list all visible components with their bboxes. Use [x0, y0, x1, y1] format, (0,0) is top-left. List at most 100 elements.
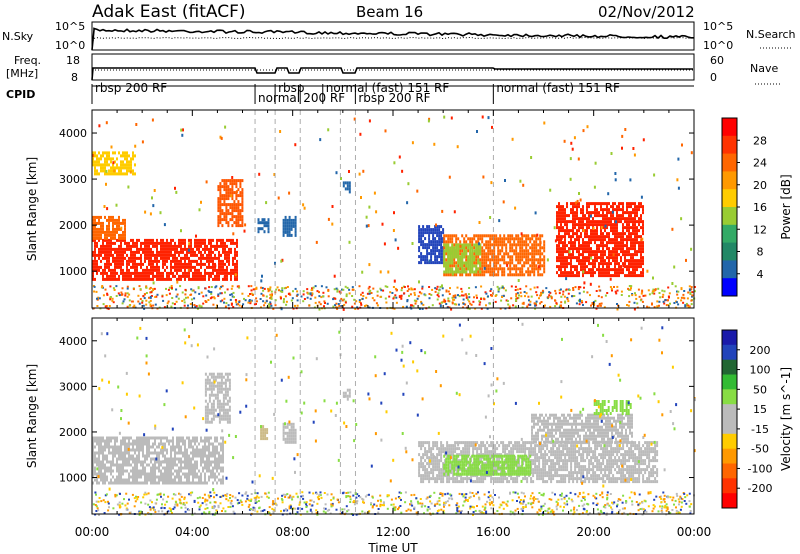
colorbar-swatch [722, 224, 737, 244]
colorbar-tick-label: 50 [753, 383, 767, 396]
freq-line [91, 67, 693, 81]
y-tick-label: 4000 [59, 335, 87, 348]
colorbar-tick-label: 20 [753, 179, 767, 192]
nave-tick-top: 60 [710, 54, 724, 67]
colorbar-tick-label: 24 [753, 157, 767, 170]
nsky-label: N.Sky [2, 30, 34, 43]
freq-tick-top: 18 [66, 54, 80, 67]
near-range-speckle [92, 115, 696, 311]
echo-region [257, 218, 270, 234]
nave-label: Nave [750, 62, 778, 75]
echo-region [92, 215, 126, 240]
y-tick-label: 3000 [59, 173, 87, 186]
nsky-line [91, 27, 694, 51]
date-label: 02/Nov/2012 [598, 3, 695, 21]
echo-region [282, 422, 297, 444]
colorbar-swatch [722, 171, 737, 190]
y-axis-label: Slant Range [km] [25, 364, 39, 468]
colorbar-swatch [722, 419, 737, 435]
freq-strip [91, 53, 695, 81]
colorbar-swatch [722, 242, 737, 261]
x-tick-label: 12:00 [376, 525, 411, 539]
beam-label: Beam 16 [356, 3, 423, 21]
echo-region [556, 202, 644, 278]
colorbar-tick-label: 15 [753, 403, 767, 416]
echo-region [443, 243, 482, 274]
colorbar-frame [721, 329, 738, 509]
colorbar-tick-label: 28 [753, 134, 767, 147]
nsearch-line [91, 36, 695, 45]
echo-region [443, 454, 532, 476]
freq-tick-bottom: 8 [71, 71, 78, 84]
cpid-segment-label: rbsp [278, 81, 304, 95]
velocity-colorbar: 200 100 50 15 -15 -50 -100 -200 Velocity [m s^-1… [721, 329, 793, 509]
colorbar-swatch [722, 330, 737, 346]
cpid-segment-label: 200 RF [303, 91, 345, 105]
nsky-tick-top: 10^5 [55, 20, 85, 33]
colorbar-tick-label: -50 [751, 443, 769, 456]
colorbar-tick-label: 4 [757, 268, 764, 281]
colorbar-tick-label: 100 [750, 364, 771, 377]
echo-region [204, 372, 231, 424]
y-tick-label: 2000 [59, 219, 87, 232]
colorbar-swatch [722, 153, 737, 172]
colorbar-tick-label: 16 [753, 201, 767, 214]
x-tick-label: 20:00 [576, 525, 611, 539]
echo-region [92, 436, 224, 485]
colorbar-tick-label: 200 [750, 344, 771, 357]
x-tick-labels: 00:00 04:00 08:00 12:00 16:00 20:00 00:00 [75, 525, 712, 539]
cpid-segment-label: rbsp 200 RF [358, 91, 430, 105]
colorbar-label: Power [dB] [779, 174, 793, 239]
colorbar-swatch [722, 118, 737, 137]
echo-region [217, 179, 244, 228]
colorbar-tick-label: 12 [753, 223, 767, 236]
nsearch-label: N.Search [746, 28, 796, 41]
y-tick-label: 1000 [59, 265, 87, 278]
colorbar-swatch [722, 448, 737, 464]
echo-region [282, 215, 297, 237]
x-tick-label: 08:00 [275, 525, 310, 539]
colorbar-tick-label: 8 [757, 246, 764, 259]
x-axis-label: Time UT [367, 541, 418, 554]
colorbar-tick-label: -100 [748, 462, 773, 475]
y-tick-label: 4000 [59, 127, 87, 140]
cpid-segment-label: normal [258, 91, 300, 105]
colorbar-swatch [722, 433, 737, 450]
colorbar-swatch [722, 404, 737, 420]
cpid-label: CPID [6, 88, 35, 101]
colorbar-swatch [722, 260, 737, 279]
cpid-segment-label: rbsp 200 RF [95, 81, 167, 95]
cpid-segment-label: normal (fast) 151 RF [496, 81, 620, 95]
station-title: Adak East (fitACF) [92, 2, 246, 22]
colorbar-tick-label: -15 [751, 423, 769, 436]
nsearch-tick-bottom: 10^0 [703, 39, 733, 52]
nave-tick-bottom: 0 [710, 71, 717, 84]
echo-region [418, 441, 659, 484]
x-tick-label: 00:00 [75, 525, 110, 539]
y-tick-label: 1000 [59, 472, 87, 485]
colorbar-label: Velocity [m s^-1] [779, 367, 793, 471]
colorbar-swatch [722, 344, 737, 361]
colorbar-swatch [722, 389, 737, 405]
echo-region [92, 238, 238, 281]
echo-region [92, 151, 136, 176]
x-tick-label: 00:00 [677, 525, 712, 539]
power-colorbar: 28 24 20 16 12 8 4 Power [dB] [721, 117, 793, 297]
colorbar-swatch [722, 374, 737, 390]
echo-region [418, 225, 445, 265]
y-tick-label: 3000 [59, 380, 87, 393]
colorbar-tick-label: -200 [748, 482, 773, 495]
cpid-segment-label: normal (fast) 151 RF [326, 81, 450, 95]
velocity-panel: 1000 2000 3000 4000 Slant Range [km] [25, 317, 696, 516]
colorbar-swatch [722, 359, 737, 375]
colorbar-swatch [722, 189, 737, 208]
colorbar-swatch [722, 207, 737, 226]
nsky-tick-bottom: 10^0 [55, 39, 85, 52]
colorbar-swatch [722, 478, 737, 494]
y-axis-label: Slant Range [km] [25, 157, 39, 261]
freq-label-2: [MHz] [6, 67, 38, 80]
colorbar-swatch [722, 278, 737, 297]
nsearch-tick-top: 10^5 [703, 20, 733, 33]
